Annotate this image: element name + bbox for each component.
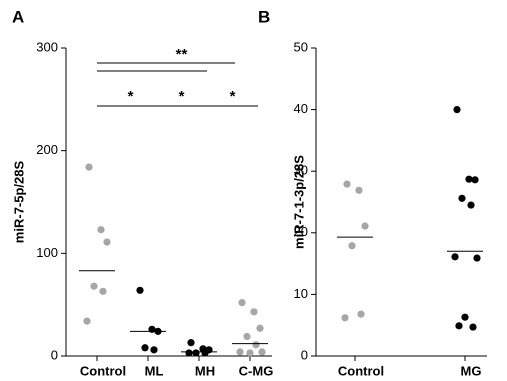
- data-point: [103, 238, 111, 246]
- data-point: [361, 222, 369, 230]
- data-point: [185, 349, 193, 357]
- data-point: [461, 313, 469, 321]
- data-point: [90, 282, 98, 290]
- data-point: [453, 106, 461, 114]
- data-point: [473, 254, 481, 262]
- y-tick-label: 300: [36, 39, 58, 54]
- panel-letter: A: [12, 7, 24, 26]
- data-point: [243, 332, 251, 341]
- x-tick-label: Control: [80, 363, 126, 378]
- data-point: [467, 201, 475, 209]
- data-point: [246, 349, 254, 357]
- data-point: [141, 344, 149, 352]
- y-tick-label: 100: [36, 245, 58, 260]
- y-tick-label: 20: [294, 224, 308, 239]
- x-tick-label: MH: [195, 363, 215, 378]
- y-axis-label: miR-7-1-3p/28S: [291, 155, 306, 249]
- data-point: [136, 286, 144, 294]
- data-point: [451, 253, 459, 261]
- data-point: [341, 314, 349, 322]
- data-point: [201, 349, 209, 357]
- y-axis-label: miR-7-5p/28S: [11, 160, 26, 243]
- y-tick-label: 0: [51, 347, 58, 362]
- data-point: [99, 287, 107, 295]
- data-point: [458, 194, 466, 202]
- data-point: [187, 339, 195, 347]
- data-point: [455, 322, 463, 330]
- y-tick-label: 30: [294, 163, 308, 178]
- data-point: [236, 348, 244, 356]
- x-tick-label: ML: [145, 363, 164, 378]
- x-tick-label: Control: [338, 363, 384, 378]
- significance-label: *: [128, 88, 134, 105]
- data-point: [357, 310, 365, 318]
- x-tick-label: C-MG: [239, 363, 274, 378]
- data-point: [85, 163, 93, 171]
- data-point: [150, 346, 158, 354]
- x-tick-label: MG: [461, 363, 482, 378]
- data-point: [256, 324, 264, 332]
- data-point: [465, 175, 473, 183]
- y-tick-label: 200: [36, 142, 58, 157]
- data-point: [258, 348, 266, 356]
- data-point: [238, 299, 246, 307]
- significance-label: *: [179, 88, 185, 105]
- data-point: [252, 341, 260, 349]
- y-tick-label: 40: [294, 101, 308, 116]
- data-point: [348, 242, 356, 250]
- data-point: [471, 176, 479, 184]
- y-tick-label: 10: [294, 286, 308, 301]
- y-tick-label: 0: [301, 347, 308, 362]
- data-point: [355, 186, 363, 194]
- significance-label: *: [230, 88, 236, 105]
- panel-letter: B: [258, 7, 270, 26]
- data-point: [343, 180, 351, 188]
- data-point: [192, 349, 200, 357]
- significance-label: **: [176, 46, 188, 63]
- data-point: [250, 308, 258, 316]
- data-point: [97, 226, 105, 234]
- y-tick-label: 50: [294, 39, 308, 54]
- data-point: [469, 323, 477, 331]
- data-point: [83, 317, 91, 325]
